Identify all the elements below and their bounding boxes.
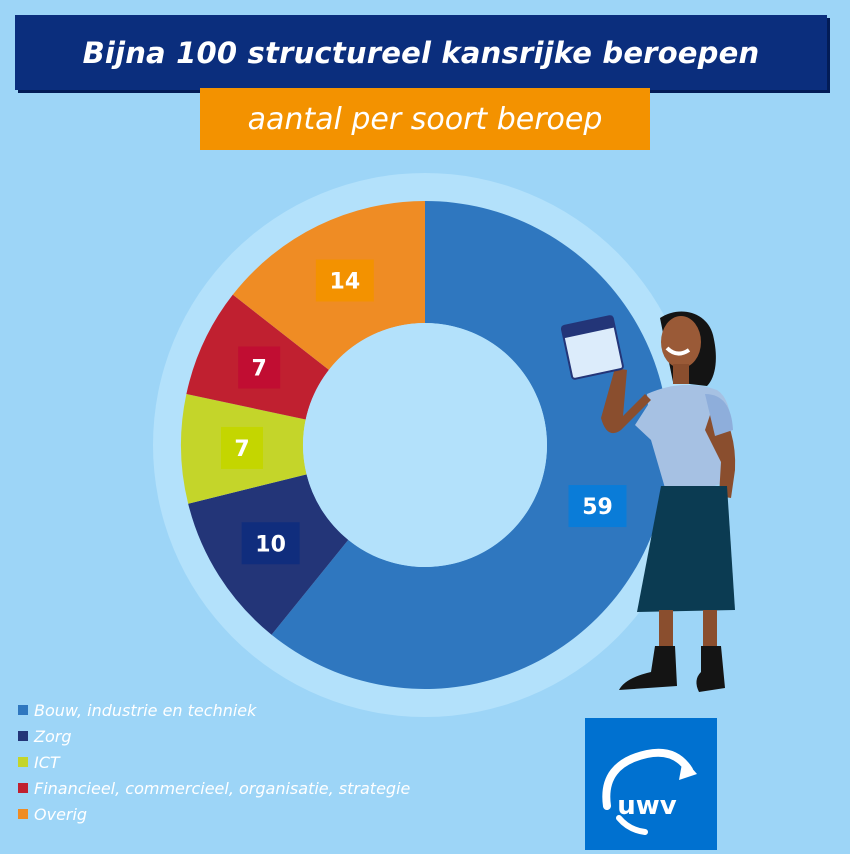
- data-label-ict: 7: [234, 437, 249, 462]
- legend-label-zorg: Zorg: [34, 726, 72, 746]
- uwv-logo: uwv: [585, 718, 717, 850]
- legend-item-bouw: Bouw, industrie en techniek: [18, 697, 410, 723]
- data-label-overig: 14: [330, 269, 361, 294]
- legend-item-financieel: Financieel, commercieel, organisatie, st…: [18, 775, 410, 801]
- title-banner: Bijna 100 structureel kansrijke beroepen: [15, 15, 827, 90]
- data-label-financieel: 7: [252, 357, 267, 382]
- legend-label-overig: Overig: [34, 804, 88, 824]
- donut-hole: [303, 323, 547, 567]
- legend-swatch-overig: [18, 809, 28, 819]
- data-label-bg-zorg: [241, 522, 300, 565]
- legend-item-ict: ICT: [18, 749, 410, 775]
- data-label-zorg: 10: [255, 532, 286, 557]
- subtitle-banner: aantal per soort beroep: [200, 88, 650, 150]
- data-label-bg-overig: [315, 259, 374, 302]
- woman-illustration: [560, 311, 736, 692]
- legend-label-bouw: Bouw, industrie en techniek: [34, 700, 257, 720]
- chart-subtitle: aantal per soort beroep: [247, 101, 603, 137]
- data-label-bg-financieel: [238, 346, 281, 389]
- uwv-logo-mark: uwv: [602, 748, 697, 835]
- slice-bouw: [271, 200, 670, 690]
- legend-swatch-financieel: [18, 783, 28, 793]
- legend-label-financieel: Financieel, commercieel, organisatie, st…: [34, 778, 411, 798]
- legend-swatch-ict: [18, 757, 28, 767]
- legend-item-zorg: Zorg: [18, 723, 410, 749]
- legend-swatch-zorg: [18, 731, 28, 741]
- data-label-bg-ict: [221, 426, 264, 469]
- legend: Bouw, industrie en techniek Zorg ICT Fin…: [18, 697, 410, 827]
- uwv-logo-text: uwv: [617, 791, 677, 821]
- legend-label-ict: ICT: [34, 752, 60, 772]
- chart-title: Bijna 100 structureel kansrijke beroepen: [82, 35, 760, 70]
- legend-item-overig: Overig: [18, 801, 410, 827]
- legend-swatch-bouw: [18, 705, 28, 715]
- data-label-bg-bouw: [568, 485, 627, 528]
- data-label-bouw: 59: [582, 495, 613, 520]
